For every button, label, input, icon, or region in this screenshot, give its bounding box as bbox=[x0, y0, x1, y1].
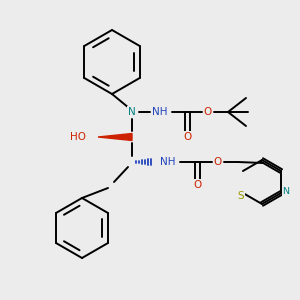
Text: O: O bbox=[214, 157, 222, 167]
Text: N: N bbox=[128, 107, 136, 117]
Text: N: N bbox=[283, 188, 290, 196]
Text: O: O bbox=[183, 132, 191, 142]
Text: O: O bbox=[204, 107, 212, 117]
Text: NH: NH bbox=[152, 107, 168, 117]
Text: HO: HO bbox=[70, 132, 86, 142]
Text: NH: NH bbox=[160, 157, 176, 167]
Polygon shape bbox=[98, 134, 132, 140]
Text: O: O bbox=[193, 180, 201, 190]
Text: S: S bbox=[238, 191, 244, 201]
